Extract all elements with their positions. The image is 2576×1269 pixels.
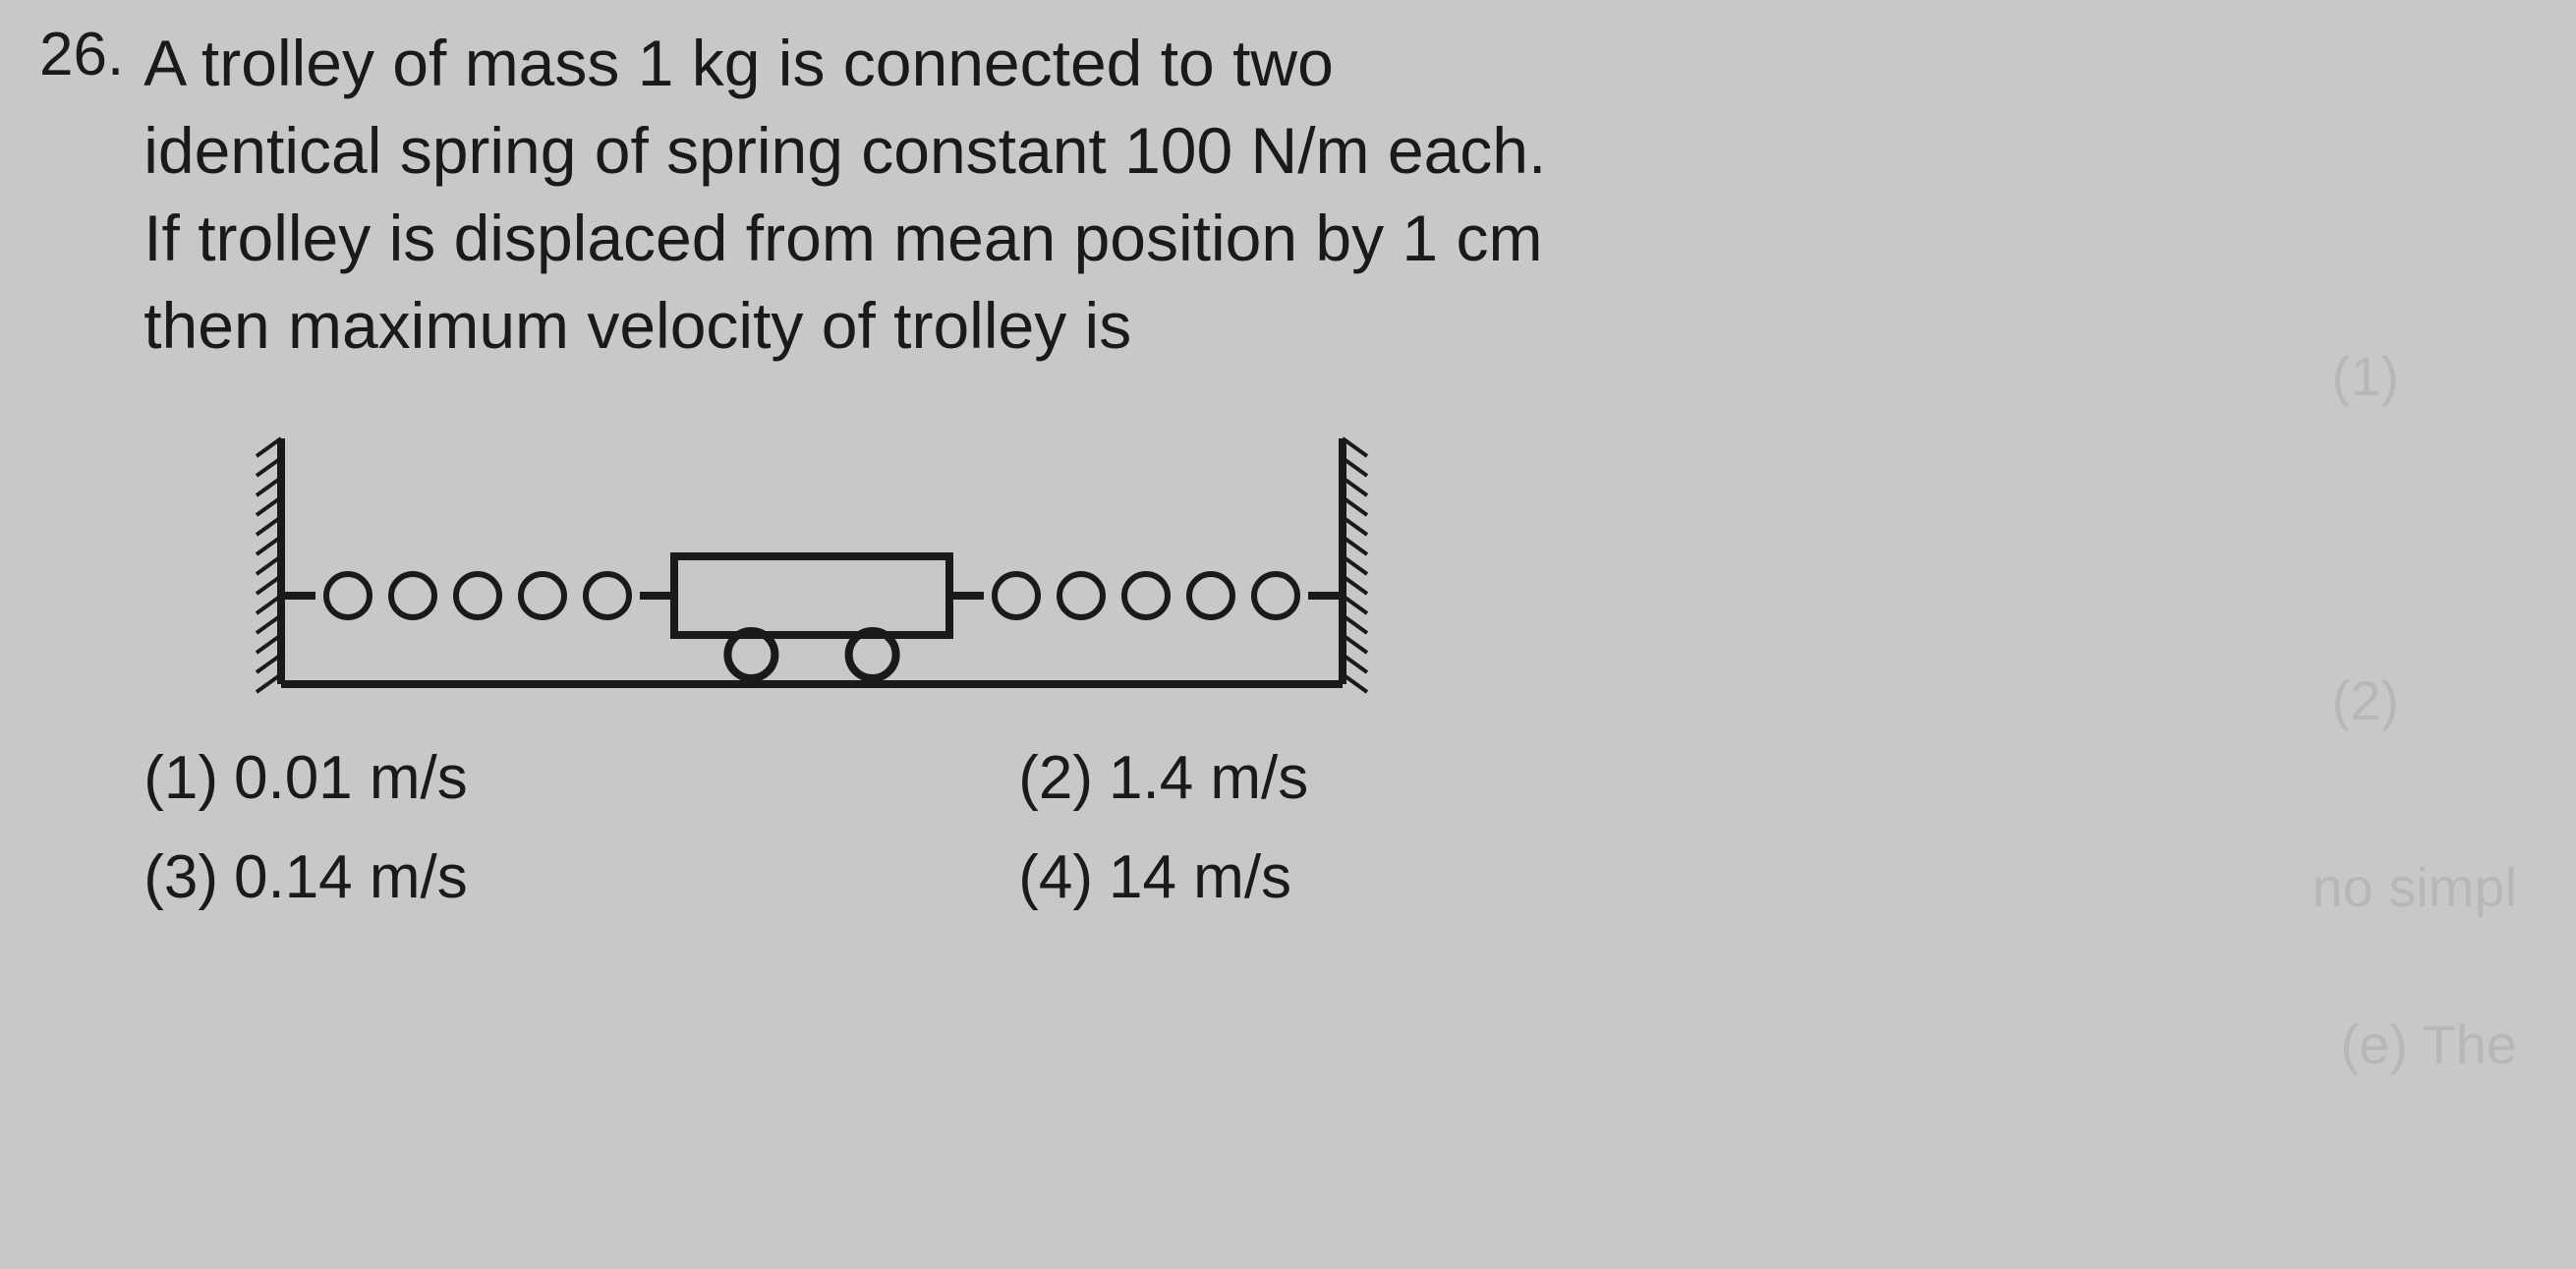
option-2-label: (2) [1018,743,1093,813]
question-line-3: If trolley is displaced from mean positi… [143,202,1542,274]
question-container: 26. A trolley of mass 1 kg is connected … [39,20,2537,912]
option-4-value: 14 m/s [1109,842,1291,912]
option-3-label: (3) [143,842,218,912]
option-2-value: 1.4 m/s [1109,743,1308,813]
question-text: A trolley of mass 1 kg is connected to t… [143,20,2537,370]
question-body: A trolley of mass 1 kg is connected to t… [143,20,2537,912]
question-number: 26. [39,20,124,89]
option-4: (4) 14 m/s [1018,842,1814,912]
option-3-value: 0.14 m/s [234,842,468,912]
question-line-4: then maximum velocity of trolley is [143,289,1131,362]
option-2: (2) 1.4 m/s [1018,743,1814,813]
ghost-text-3: (e) The [2341,1012,2517,1076]
question-line-1: A trolley of mass 1 kg is connected to t… [143,27,1334,99]
option-4-label: (4) [1018,842,1093,912]
answer-options: (1) 0.01 m/s (2) 1.4 m/s (3) 0.14 m/s (4… [143,743,1814,912]
diagram-svg [222,399,1402,714]
option-1-value: 0.01 m/s [234,743,468,813]
question-line-2: identical spring of spring constant 100 … [143,114,1546,187]
option-1-label: (1) [143,743,218,813]
option-1: (1) 0.01 m/s [143,743,940,813]
trolley-spring-diagram [222,399,1402,714]
option-3: (3) 0.14 m/s [143,842,940,912]
